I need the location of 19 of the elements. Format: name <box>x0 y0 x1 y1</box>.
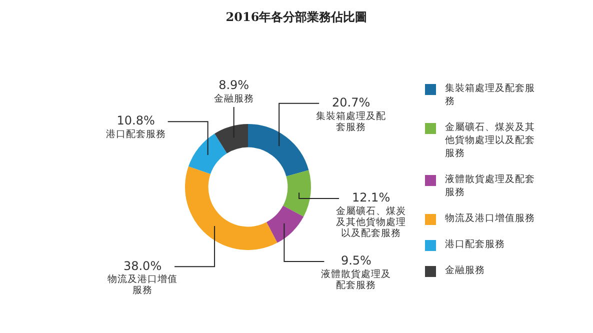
legend-label: 液體散貨處理及配套服務 <box>445 173 536 199</box>
data-label: 10.8% <box>116 114 155 128</box>
data-label: 12.1% <box>352 190 390 205</box>
slice-label: 金融服務 <box>214 92 254 104</box>
slice-label: 金屬礦石、煤炭及其他貨物處理以及配套服務 <box>336 204 406 239</box>
legend-label: 物流及港口增值服務 <box>445 212 536 225</box>
data-label: 20.7% <box>332 96 370 110</box>
slice-label: 液體散貨處理及配套服務 <box>321 268 392 291</box>
legend-label: 金融服務 <box>445 264 486 277</box>
data-label: 9.5% <box>340 254 372 268</box>
data-label: 8.9% <box>218 78 250 92</box>
slice-label: 港口配套服務 <box>106 128 166 140</box>
legend-label: 港口配套服務 <box>445 238 506 251</box>
legend-label: 集裝箱處理及配套服務 <box>445 82 536 108</box>
slice-label: 物流及港口增值服務 <box>108 273 178 296</box>
slice-label: 集裝箱處理及配套服務 <box>316 110 386 133</box>
legend-label: 金屬礦石、煤炭及其他貨物處理以及配套服務 <box>445 121 536 160</box>
chart-title: 2016年各分部業務佔比圖 <box>224 9 368 26</box>
data-label: 38.0% <box>123 258 162 273</box>
